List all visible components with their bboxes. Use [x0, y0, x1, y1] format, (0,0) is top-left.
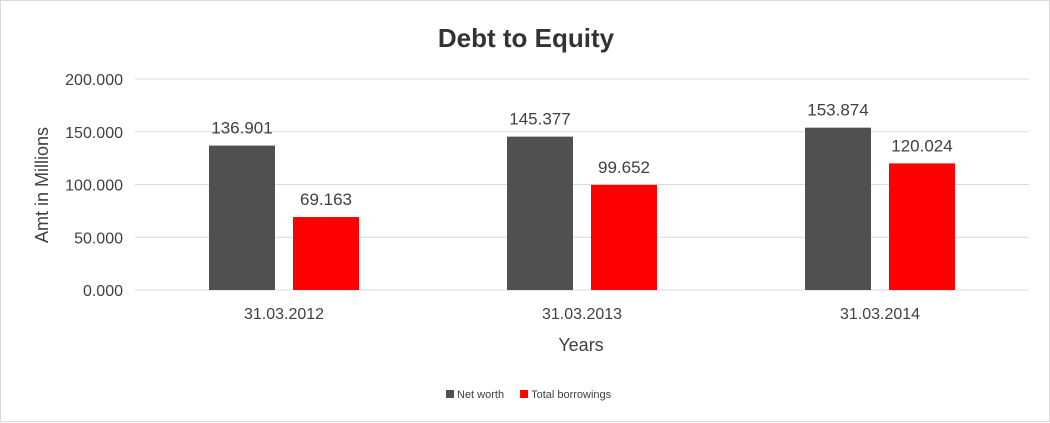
y-axis-title: Amt in Millions: [32, 127, 52, 243]
bars: [209, 127, 955, 290]
y-tick-label: 100.000: [65, 178, 123, 195]
data-label: 153.874: [807, 101, 868, 120]
data-label: 69.163: [300, 190, 352, 209]
x-tick-label: 31.03.2013: [542, 306, 622, 323]
data-label: 136.901: [211, 119, 272, 138]
y-tick-label: 200.000: [65, 72, 123, 89]
legend-label: Net worth: [457, 389, 504, 401]
chart-title: Debt to Equity: [438, 23, 615, 53]
x-tick-label: 31.03.2014: [840, 306, 920, 323]
legend-swatch: [520, 390, 529, 398]
y-tick-label: 150.000: [65, 125, 123, 142]
data-label: 145.377: [509, 110, 570, 129]
y-axis-ticks: 0.000 50.000 100.000 150.000 200.000: [65, 72, 123, 300]
bar-total-borrowings: [889, 163, 955, 290]
x-tick-label: 31.03.2012: [244, 306, 324, 323]
data-labels: 136.901 69.163 145.377 99.652 153.874 120.024: [211, 101, 952, 209]
y-tick-label: 50.000: [74, 230, 123, 247]
data-label: 120.024: [891, 136, 952, 155]
bar-total-borrowings: [293, 217, 359, 290]
legend-label: Total borrowings: [531, 389, 612, 401]
legend: Net worth Total borrowings: [446, 389, 612, 401]
gridlines: [135, 78, 1029, 291]
bar-total-borrowings: [591, 184, 657, 290]
x-axis-title: Years: [558, 335, 603, 355]
bar-net-worth: [805, 127, 871, 290]
legend-swatch: [446, 390, 454, 398]
y-tick-label: 0.000: [83, 283, 123, 300]
bar-net-worth: [209, 145, 275, 290]
bar-net-worth: [507, 136, 573, 290]
data-label: 99.652: [598, 158, 650, 177]
x-axis-ticks: 31.03.2012 31.03.2013 31.03.2014: [244, 306, 920, 323]
